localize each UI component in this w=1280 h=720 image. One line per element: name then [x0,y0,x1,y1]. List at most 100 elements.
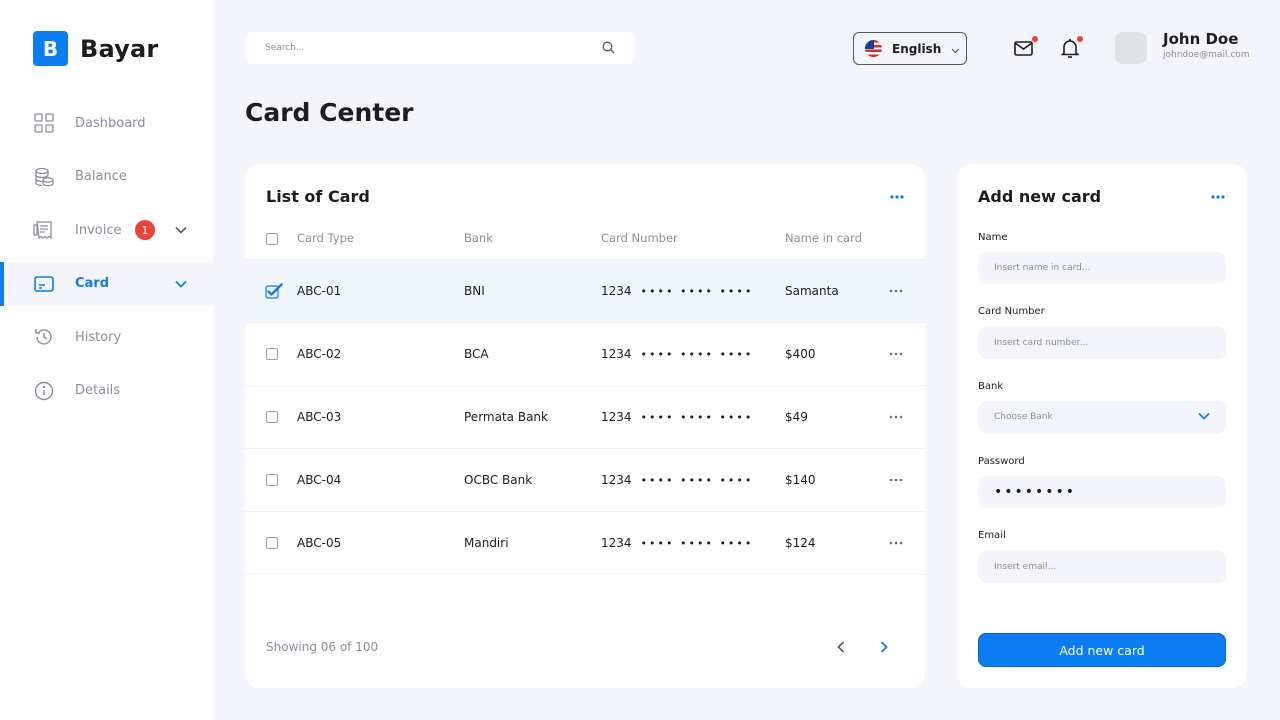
password-value: •••••••• [994,484,1077,500]
row-more-icon[interactable] [889,386,903,448]
row-more-icon[interactable] [889,260,903,322]
sidebar: B Bayar Dashboard Balance [0,0,213,720]
row-checkbox[interactable] [266,323,278,385]
bank-select-value: Choose Bank [994,412,1053,422]
column-header-card-type[interactable]: Card Type [297,231,354,245]
notification-dot [1032,36,1038,42]
name-field[interactable] [978,252,1226,284]
card-number-masked: •••• •••• •••• [640,284,754,298]
password-label: Password [978,456,1025,467]
card-type-cell: ABC-05 [297,536,342,550]
more-options-icon[interactable] [887,191,907,203]
bank-cell: BCA [464,347,489,361]
chevron-down-icon[interactable] [173,222,189,238]
card-number-label: Card Number [978,306,1045,317]
coins-icon [33,166,55,188]
chevron-down-icon[interactable] [173,276,189,292]
user-name: John Doe [1163,30,1239,48]
sidebar-item-label: Details [75,383,121,398]
checkbox[interactable] [266,474,278,486]
card-number-prefix: 1234 [601,347,632,361]
card-number-masked: •••• •••• •••• [640,536,754,550]
table-row[interactable]: ABC-01 BNI 1234 •••• •••• •••• Samanta [245,260,925,323]
receipt-icon [33,219,55,241]
row-checkbox-checked[interactable] [265,260,283,322]
brand-name: Bayar [80,34,159,63]
bank-cell: Mandiri [464,536,509,550]
card-number-prefix: 1234 [601,284,632,298]
sidebar-item-label: History [75,329,122,345]
brand-logo: B [33,31,68,66]
card-type-cell: ABC-03 [297,410,342,424]
brand[interactable]: B Bayar [33,31,158,66]
add-new-card-button[interactable]: Add new card [978,633,1226,667]
search-bar [245,32,635,64]
card-number-masked: •••• •••• •••• [640,473,754,487]
language-selector[interactable]: English [853,32,967,65]
card-type-cell: ABC-04 [297,473,342,487]
row-more-icon[interactable] [889,512,903,574]
sidebar-item-card[interactable]: Card [0,261,213,306]
column-header-bank[interactable]: Bank [464,231,493,245]
table-row[interactable]: ABC-05 Mandiri 1234 •••• •••• •••• $124 [245,512,925,575]
name-in-card-cell: $400 [785,347,816,361]
sidebar-item-details[interactable]: Details [0,369,213,413]
sidebar-item-invoice[interactable]: Invoice 1 [0,208,213,252]
bank-cell: OCBC Bank [464,473,533,487]
sidebar-item-balance[interactable]: Balance [0,155,213,199]
page-title: Card Center [245,98,414,127]
chevron-down-icon [951,39,960,58]
card-number-cell: 1234 •••• •••• •••• [601,386,753,448]
name-label: Name [978,232,1008,243]
pagination-status: Showing 06 of 100 [266,640,379,654]
sidebar-item-dashboard[interactable]: Dashboard [0,101,213,145]
add-card-panel: Add new card Name Card Number Bank Choos… [957,164,1247,688]
table-row[interactable]: ABC-02 BCA 1234 •••• •••• •••• $400 [245,323,925,386]
password-field[interactable]: •••••••• [978,476,1226,508]
chevron-right-icon[interactable] [875,638,893,656]
chevron-left-icon[interactable] [832,638,850,656]
bank-select[interactable]: Choose Bank [978,401,1226,433]
sidebar-item-label: Invoice [75,222,122,238]
column-header-card-number[interactable]: Card Number [601,231,678,245]
language-label: English [892,41,942,56]
name-in-card-cell: Samanta [785,284,839,298]
sidebar-item-history[interactable]: History [0,315,213,359]
bank-cell: Permata Bank [464,410,548,424]
card-number-prefix: 1234 [601,473,632,487]
card-number-prefix: 1234 [601,410,632,424]
checkbox[interactable] [266,348,278,360]
row-checkbox[interactable] [266,449,278,511]
search-input[interactable] [265,43,602,53]
email-field[interactable] [978,551,1226,583]
card-number-masked: •••• •••• •••• [640,347,754,361]
select-all-checkbox[interactable] [266,233,278,245]
user-email: johndoe@mail.com [1163,50,1250,60]
card-number-field[interactable] [978,327,1226,359]
card-number-cell: 1234 •••• •••• •••• [601,323,753,385]
divider [245,259,925,260]
card-number-cell: 1234 •••• •••• •••• [601,512,753,574]
table-row[interactable]: ABC-04 OCBC Bank 1234 •••• •••• •••• $140 [245,449,925,512]
row-more-icon[interactable] [889,323,903,385]
bell-icon[interactable] [1058,36,1083,60]
checkbox[interactable] [266,537,278,549]
row-checkbox[interactable] [266,386,278,448]
column-header-name-in-card[interactable]: Name in card [785,231,862,245]
us-flag-icon [865,40,882,57]
mail-icon[interactable] [1012,36,1038,60]
name-in-card-cell: $49 [785,410,808,424]
avatar[interactable] [1115,32,1147,64]
search-icon[interactable] [602,39,615,58]
bank-label: Bank [978,381,1004,392]
row-checkbox[interactable] [266,512,278,574]
row-more-icon[interactable] [889,449,903,511]
name-in-card-cell: $124 [785,536,816,550]
card-list-panel: List of Card Card Type Bank Card Number … [245,164,925,688]
checkbox[interactable] [266,411,278,423]
notification-dot [1077,36,1083,42]
table-row[interactable]: ABC-03 Permata Bank 1234 •••• •••• •••• $… [245,386,925,449]
more-options-icon[interactable] [1208,191,1228,203]
sidebar-item-label: Balance [75,169,127,184]
invoice-count-badge: 1 [135,220,155,240]
